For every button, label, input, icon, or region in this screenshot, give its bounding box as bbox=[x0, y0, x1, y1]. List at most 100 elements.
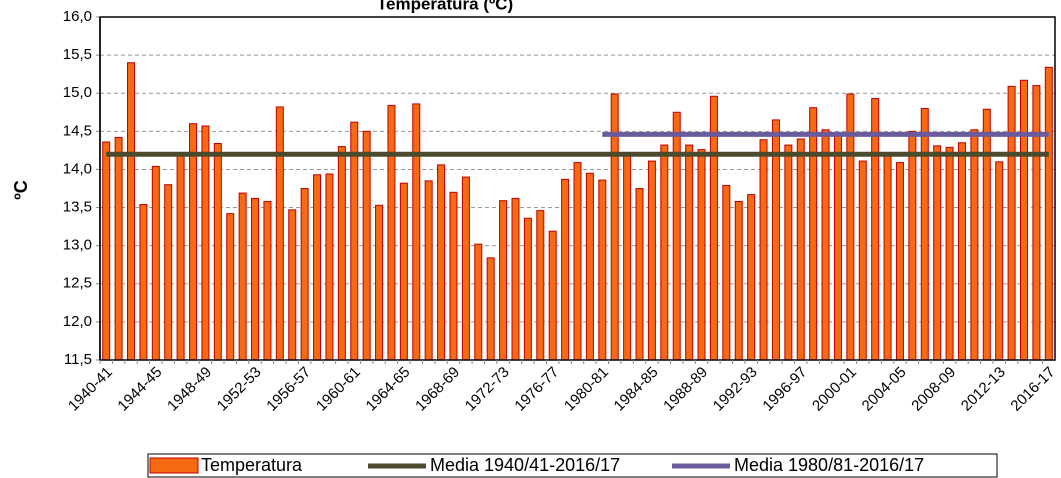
y-tick-label: 14,0 bbox=[63, 160, 92, 177]
bar bbox=[189, 123, 198, 361]
bar bbox=[895, 162, 904, 361]
bar bbox=[523, 217, 532, 361]
x-tick-label: 2012-13 bbox=[958, 364, 1009, 415]
bar bbox=[573, 162, 582, 361]
bar bbox=[313, 174, 322, 361]
y-tick-label: 12,0 bbox=[63, 313, 92, 330]
bar bbox=[1032, 85, 1041, 361]
bar bbox=[561, 178, 570, 361]
bar bbox=[685, 144, 694, 361]
y-tick-label: 15,5 bbox=[63, 46, 92, 63]
bar bbox=[722, 184, 731, 361]
bar bbox=[151, 165, 160, 361]
bar bbox=[102, 141, 111, 361]
legend-swatch bbox=[149, 457, 199, 474]
bar bbox=[424, 180, 433, 361]
bar bbox=[982, 108, 991, 361]
x-tick-label: 1952-53 bbox=[214, 364, 265, 415]
x-tick-label: 1984-85 bbox=[611, 364, 662, 415]
bar bbox=[548, 230, 557, 361]
plot-frame bbox=[99, 16, 1056, 361]
bar bbox=[387, 104, 396, 361]
x-tick-label: 2000-01 bbox=[809, 364, 860, 415]
bar bbox=[176, 155, 185, 361]
x-tick-label: 1980-81 bbox=[561, 364, 612, 415]
bar bbox=[920, 107, 929, 361]
bar bbox=[883, 153, 892, 361]
bar bbox=[511, 197, 520, 361]
bar bbox=[759, 139, 768, 361]
bar bbox=[957, 142, 966, 361]
bar bbox=[1019, 79, 1028, 361]
legend-label: Temperatura bbox=[201, 455, 303, 475]
bar bbox=[127, 62, 136, 361]
bar bbox=[647, 160, 656, 361]
y-tick-label: 13,0 bbox=[63, 237, 92, 254]
bar bbox=[536, 210, 545, 361]
legend-label: Media 1940/41-2016/17 bbox=[430, 455, 620, 475]
bar bbox=[275, 106, 284, 361]
bar bbox=[288, 209, 297, 361]
y-tick-label: 14,5 bbox=[63, 122, 92, 139]
bar bbox=[945, 146, 954, 361]
bar bbox=[970, 129, 979, 361]
bar bbox=[201, 125, 210, 361]
bar bbox=[635, 188, 644, 361]
x-tick-label: 1992-93 bbox=[710, 364, 761, 415]
legend-label: Media 1980/81-2016/17 bbox=[734, 455, 924, 475]
x-tick-label: 1996-97 bbox=[759, 364, 810, 415]
bar bbox=[697, 149, 706, 361]
y-tick-label: 13,5 bbox=[63, 199, 92, 216]
bar bbox=[499, 200, 508, 361]
bar bbox=[238, 192, 247, 361]
bar bbox=[213, 143, 222, 361]
bar bbox=[833, 132, 842, 361]
x-tick-label: 1956-57 bbox=[263, 364, 314, 415]
bar bbox=[486, 257, 495, 361]
bar bbox=[300, 188, 309, 361]
x-tick-label: 1976-77 bbox=[511, 364, 562, 415]
bar bbox=[858, 160, 867, 361]
y-tick-label: 12,5 bbox=[63, 275, 92, 292]
bar bbox=[734, 200, 743, 361]
bar bbox=[461, 176, 470, 361]
bar bbox=[474, 243, 483, 361]
x-tick-label: 1972-73 bbox=[462, 364, 513, 415]
x-tick-label: 1960-61 bbox=[313, 364, 364, 415]
bar bbox=[660, 144, 669, 361]
bar bbox=[796, 138, 805, 361]
bar bbox=[412, 103, 421, 361]
x-tick-label: 2016-17 bbox=[1007, 364, 1058, 415]
bar bbox=[871, 98, 880, 361]
bar bbox=[585, 172, 594, 361]
bar bbox=[350, 121, 359, 361]
bar bbox=[263, 200, 272, 361]
x-tick-label: 1948-49 bbox=[164, 364, 215, 415]
x-tick-label: 1964-65 bbox=[363, 364, 414, 415]
bar bbox=[337, 146, 346, 361]
bar bbox=[995, 161, 1004, 361]
bar bbox=[1007, 85, 1016, 361]
bar bbox=[375, 204, 384, 361]
bar bbox=[114, 136, 123, 361]
y-axis-label: ºC bbox=[11, 180, 31, 200]
legend-box bbox=[147, 453, 998, 478]
bar bbox=[362, 130, 371, 361]
bar bbox=[933, 145, 942, 361]
bar bbox=[437, 164, 446, 361]
y-tick-label: 11,5 bbox=[64, 351, 92, 368]
bar bbox=[164, 184, 173, 361]
x-tick-label: 2004-05 bbox=[859, 364, 910, 415]
bar bbox=[399, 182, 408, 361]
bar bbox=[809, 107, 818, 361]
bar bbox=[598, 179, 607, 361]
x-tick-label: 1940-41 bbox=[65, 364, 116, 415]
bar bbox=[784, 144, 793, 361]
x-tick-label: 1988-89 bbox=[660, 364, 711, 415]
y-tick-label: 16,0 bbox=[63, 8, 92, 25]
bar bbox=[672, 111, 681, 361]
chart-title: Temperatura (ºC) bbox=[377, 0, 513, 13]
bar bbox=[908, 130, 917, 361]
bar bbox=[1044, 66, 1053, 361]
